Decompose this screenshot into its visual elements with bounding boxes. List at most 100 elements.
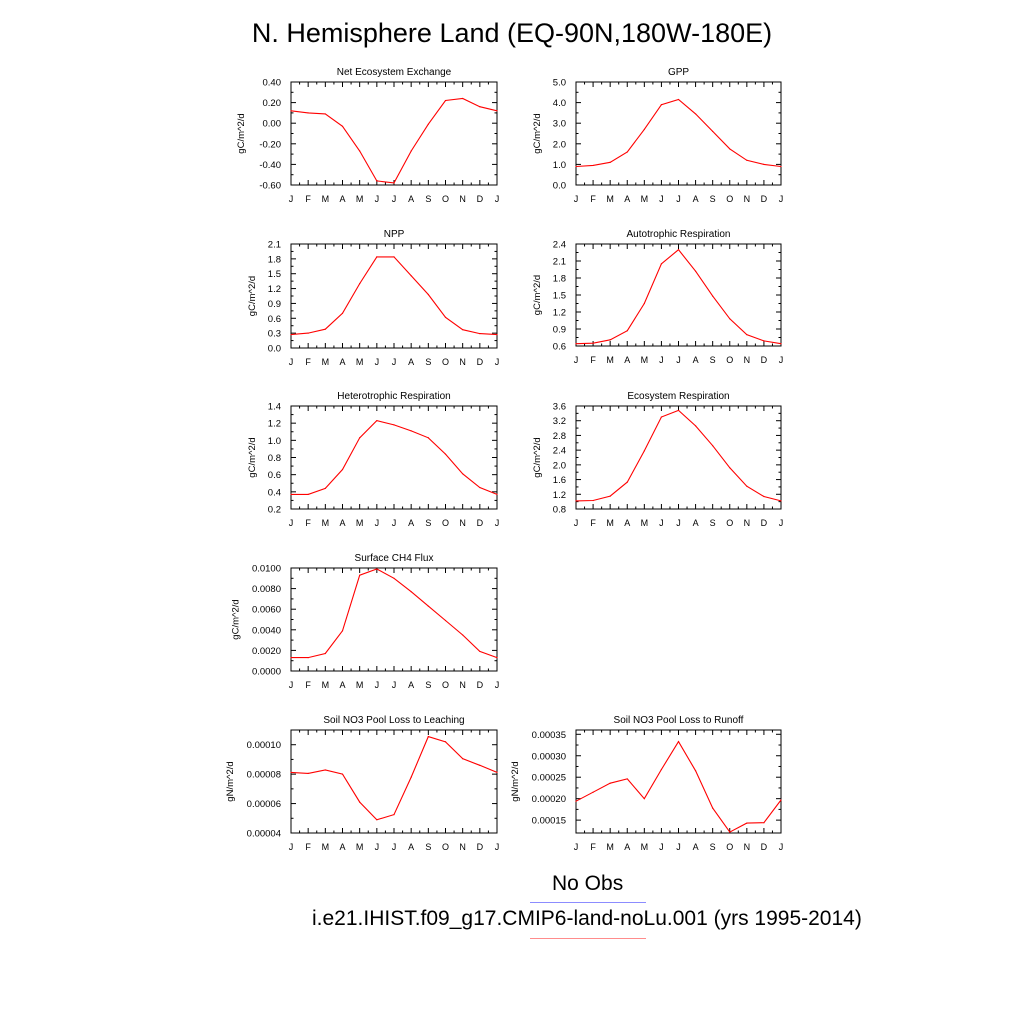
chart-title: Heterotrophic Respiration [337,391,450,402]
data-point [359,283,361,285]
data-point [307,112,309,114]
chart-panel-9: J F M A M J J A S O N D J0.000350.000300.000250.0002… [510,715,783,852]
legend-obs-line [530,902,646,903]
data-point [479,650,481,653]
data-point [677,409,680,412]
y-tick-label: -0.20 [259,139,281,150]
chart-panel-1: J F M A M J J A S O N D J5.04.03.02.01.00.0GPPgC/m^2… [532,67,783,204]
x-tick-label: A [408,357,414,367]
y-tick-label: 0.3 [268,329,281,340]
x-tick-label: J [779,842,784,852]
x-tick-label: J [779,355,784,365]
data-point [324,487,326,489]
series-line [290,735,498,821]
y-tick-label: 0.00006 [247,799,281,810]
data-point [643,798,645,800]
data-point [341,312,344,314]
x-tick-label: M [606,842,614,852]
x-tick-label: A [624,518,630,528]
x-tick-label: N [744,518,751,528]
x-tick-label: J [659,518,664,528]
data-point [410,430,412,432]
data-point [376,419,378,422]
y-axis-label: gC/m^2/d [231,599,242,639]
x-tick-label: J [375,357,380,367]
x-tick-label: F [590,842,596,852]
y-tick-label: 1.4 [268,402,281,413]
y-tick-label: -0.60 [259,181,281,192]
data-point [462,758,464,760]
data-point [427,437,429,439]
data-point [575,500,577,502]
y-tick-label: 3.6 [553,402,566,413]
data-point [592,164,594,167]
y-axis-label: gN/m^2/d [225,761,236,801]
legend-obs-label: No Obs [552,872,624,895]
data-point [462,634,464,636]
legend-model-label: i.e21.IHIST.f09_g17.CMIP6-land-noLu.001 … [312,907,862,930]
data-point [479,333,481,335]
plot-frame [290,81,498,186]
y-tick-label: 0.00030 [532,751,566,762]
series-line [291,419,498,495]
series-line [575,248,782,345]
plot-frame [575,729,782,834]
x-tick-label: O [442,842,449,852]
data-point [359,437,361,439]
x-tick-label: N [459,194,466,204]
data-point [496,771,498,773]
y-tick-label: 0.0040 [252,625,281,636]
x-tick-label: O [442,194,449,204]
data-point [479,106,481,108]
data-point [643,302,645,305]
data-point [712,130,714,133]
y-tick-label: 0.2 [268,505,281,516]
y-tick-label: 0.0 [553,181,566,192]
x-tick-label: M [641,842,649,852]
chart-panel-3: J F M A M J J A S O N D J2.42.11.81.51.20.90.6Autotr… [532,229,783,365]
y-axis-label: gC/m^2/d [247,437,258,477]
data-point [746,159,748,161]
chart-panel-8: J F M A M J J A S O N D J0.000100.000080.000060.0000… [225,715,499,852]
y-tick-label: 1.2 [553,308,566,319]
data-point [660,416,663,418]
x-tick-label: M [356,518,364,528]
data-point [376,180,378,182]
x-tick-label: A [624,842,630,852]
x-tick-label: A [408,518,414,528]
chart-panel-0: J F M A M J J A S O N D J0.400.200.00-0.20-0.40-0.60… [236,67,499,204]
x-tick-label: A [408,842,414,852]
x-tick-label: J [659,842,664,852]
chart-panel-5: J F M A M J J A S O N D J3.63.22.82.42.01.61.20.8Eco… [532,391,783,528]
page-title: N. Hemisphere Land (EQ-90N,180W-180E) [251,18,773,48]
data-point [462,329,464,331]
x-tick-label: J [392,357,397,367]
data-point [763,163,765,165]
y-tick-label: 2.0 [553,139,566,150]
x-tick-label: A [693,194,699,204]
data-point [746,485,748,487]
y-tick-label: 0.40 [263,78,282,89]
x-tick-label: F [590,518,596,528]
x-tick-label: J [779,518,784,528]
x-tick-label: J [495,357,500,367]
data-point [359,150,361,152]
data-point [694,425,697,427]
plot-frame [290,243,498,349]
y-axis-label: gC/m^2/d [532,437,543,477]
x-tick-label: J [676,842,681,852]
x-tick-label: J [375,518,380,528]
x-tick-label: M [606,518,614,528]
data-point [290,493,292,496]
data-point [677,249,680,251]
data-point [359,574,361,576]
y-tick-label: 2.1 [553,257,566,268]
x-tick-label: J [289,518,294,528]
data-point [694,113,697,115]
x-tick-label: M [606,194,614,204]
data-point [626,151,628,153]
data-point [496,334,498,336]
x-tick-label: D [477,518,484,528]
x-tick-label: J [392,680,397,690]
data-point [290,657,292,659]
